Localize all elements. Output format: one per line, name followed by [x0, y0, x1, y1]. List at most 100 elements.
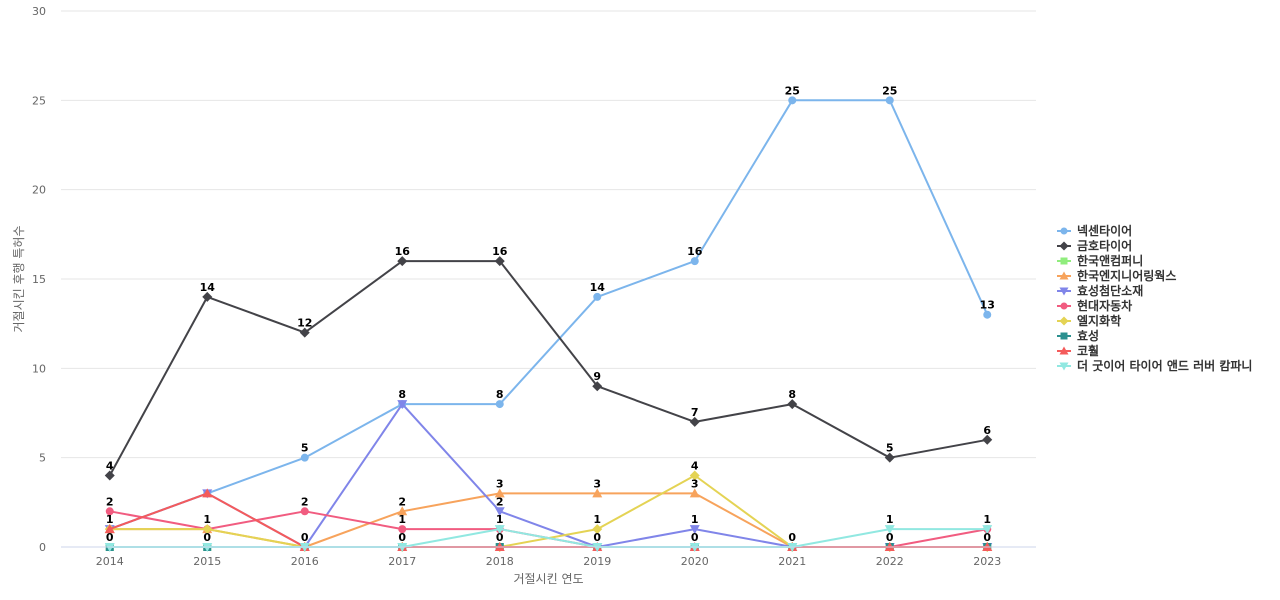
x-tick-label: 2023: [973, 555, 1001, 568]
legend-item[interactable]: 넥센타이어: [1057, 223, 1132, 238]
data-point: [494, 507, 505, 517]
data-label: 1: [496, 513, 504, 526]
legend-symbol: [1059, 362, 1069, 371]
data-label: 1: [106, 513, 114, 526]
data-point: [299, 327, 310, 338]
y-tick-label: 0: [39, 541, 46, 554]
data-label: 1: [691, 513, 699, 526]
x-tick-label: 2019: [583, 555, 611, 568]
series-2: [104, 256, 993, 481]
data-point: [884, 525, 895, 535]
data-point: [398, 525, 407, 534]
data-point: [494, 256, 505, 267]
legend-symbol: [1060, 332, 1068, 340]
x-tick-label: 2018: [486, 555, 514, 568]
data-label: 5: [301, 442, 309, 455]
data-label: 25: [785, 84, 800, 97]
x-tick-label: 2017: [388, 555, 416, 568]
data-point: [689, 525, 700, 535]
y-tick-label: 5: [39, 452, 46, 465]
x-axis-title: 거절시킨 연도: [513, 572, 583, 586]
data-label: 1: [398, 513, 406, 526]
legend-label: 더 굿이어 타이어 앤드 러버 캄파니: [1077, 358, 1252, 373]
data-label: 0: [301, 531, 309, 544]
legend-label: 금호타이어: [1077, 238, 1132, 253]
data-label: 1: [886, 513, 894, 526]
legend-symbol: [1060, 302, 1068, 310]
data-point: [494, 525, 505, 535]
data-point: [105, 507, 114, 516]
legend-item[interactable]: 한국엔지니어링웍스: [1057, 268, 1176, 283]
legend-symbol: [1060, 257, 1068, 265]
grid: [61, 10, 1036, 548]
data-label: 1: [203, 513, 211, 526]
legend-item[interactable]: 금호타이어: [1057, 238, 1132, 253]
legend-symbol: [1059, 346, 1069, 355]
data-point: [592, 524, 603, 535]
y-tick-label: 10: [32, 362, 46, 375]
legend-item[interactable]: 한국앤컴퍼니: [1057, 253, 1143, 268]
data-label: 0: [886, 531, 894, 544]
y-axis-title: 거절시킨 후행 특허수: [11, 226, 26, 333]
series-line: [109, 99, 989, 531]
data-label: 0: [788, 531, 796, 544]
x-tick-label: 2015: [193, 555, 221, 568]
series-line: [108, 260, 988, 476]
legend-label: 한국엔지니어링웍스: [1077, 268, 1176, 283]
data-point: [397, 256, 408, 267]
legend-item[interactable]: 더 굿이어 타이어 앤드 러버 캄파니: [1057, 358, 1252, 373]
data-label: 14: [590, 281, 606, 294]
data-label: 2: [106, 495, 114, 508]
legend-item[interactable]: 현대자동차: [1057, 298, 1132, 313]
data-label: 0: [593, 531, 601, 544]
legend-label: 현대자동차: [1077, 298, 1132, 313]
legend-item[interactable]: 효성첨단소재: [1057, 283, 1143, 298]
data-label: 9: [593, 370, 601, 383]
legend-label: 한국앤컴퍼니: [1077, 253, 1143, 268]
legend-item[interactable]: 코훨: [1057, 343, 1099, 358]
legend-symbol: [1059, 287, 1069, 296]
legend-label: 효성: [1077, 329, 1099, 343]
data-point: [593, 292, 602, 301]
x-tick-label: 2022: [876, 555, 904, 568]
data-label: 16: [492, 245, 508, 258]
x-tick-label: 2020: [681, 555, 709, 568]
data-point: [300, 453, 309, 462]
data-point: [884, 452, 895, 463]
legend-symbol: [1060, 227, 1068, 235]
data-label: 4: [691, 460, 699, 473]
data-point: [104, 470, 115, 481]
legend-label: 코훨: [1077, 343, 1099, 358]
data-label: 25: [882, 84, 897, 97]
data-point: [690, 257, 699, 266]
data-label: 8: [496, 388, 504, 401]
y-tick-label: 25: [32, 94, 46, 107]
data-label: 8: [788, 388, 796, 401]
series-5: [104, 400, 993, 552]
data-point: [689, 470, 700, 481]
series-area: [104, 96, 993, 552]
data-label: 12: [297, 317, 312, 330]
data-point: [885, 96, 894, 105]
data-point: [494, 488, 505, 498]
series-9: [104, 488, 993, 551]
legend-item[interactable]: 효성: [1057, 329, 1099, 343]
data-label: 0: [691, 531, 699, 544]
data-label: 1: [593, 513, 601, 526]
series-line: [109, 528, 988, 548]
data-point: [592, 381, 603, 392]
legend[interactable]: 넥센타이어금호타이어한국앤컴퍼니한국엔지니어링웍스효성첨단소재현대자동차엘지화학…: [1057, 223, 1252, 373]
data-point: [592, 488, 603, 498]
data-point: [495, 400, 504, 409]
data-point: [397, 506, 408, 516]
data-label: 0: [203, 531, 211, 544]
data-label: 0: [496, 531, 504, 544]
legend-symbol: [1059, 316, 1069, 326]
data-label: 0: [398, 531, 406, 544]
x-tick-label: 2021: [778, 555, 806, 568]
legend-item[interactable]: 엘지화학: [1057, 313, 1121, 328]
data-label: 4: [106, 460, 114, 473]
data-point: [689, 488, 700, 498]
